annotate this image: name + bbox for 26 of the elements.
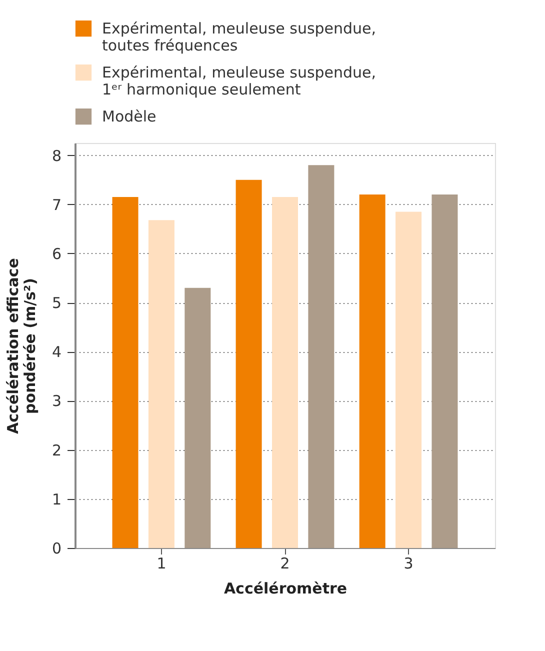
bar xyxy=(359,194,386,548)
y-tick-label: 1 xyxy=(52,490,62,508)
legend-label: Expérimental, meuleuse suspendue, toutes fréquences xyxy=(102,20,376,54)
y-tick-label: 2 xyxy=(52,441,62,460)
y-axis-title: Accélération efficace pondérée (m/s²) xyxy=(4,258,39,434)
x-tick-label: 1 xyxy=(156,554,166,572)
legend-label: Expérimental, meuleuse suspendue, 1ᵉʳ harmonique seulement xyxy=(102,64,376,98)
y-tick-label: 7 xyxy=(52,196,62,214)
bar xyxy=(112,197,138,548)
legend-label: Modèle xyxy=(102,108,156,126)
x-tick-label: 2 xyxy=(280,554,290,572)
bar xyxy=(148,220,174,548)
y-tick-label: 4 xyxy=(52,343,62,362)
bar xyxy=(184,288,211,548)
bar xyxy=(236,180,262,548)
y-tick-label: 5 xyxy=(52,294,62,312)
y-tick-label: 6 xyxy=(52,244,62,263)
bar xyxy=(272,197,298,548)
x-tick-label: 3 xyxy=(404,554,414,572)
y-tick-label: 3 xyxy=(52,392,62,410)
y-tick-label: 0 xyxy=(52,540,62,558)
x-axis-title: Accéléromètre xyxy=(224,580,348,598)
bar xyxy=(396,212,422,548)
y-tick-label: 8 xyxy=(52,146,62,165)
bar xyxy=(308,165,334,548)
bar xyxy=(432,194,458,548)
